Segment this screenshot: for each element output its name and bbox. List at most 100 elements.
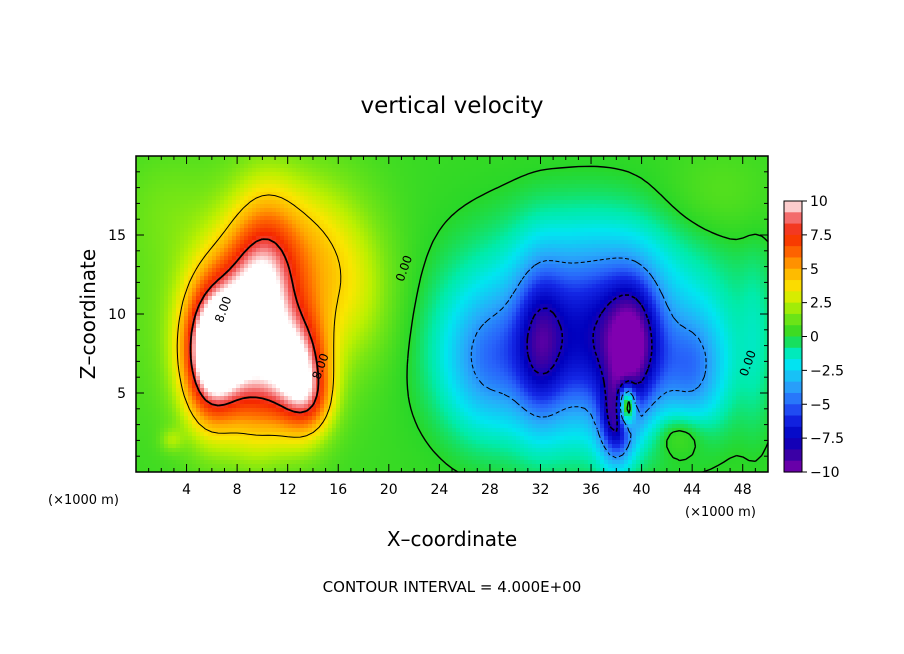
field-cell bbox=[272, 184, 277, 189]
field-cell bbox=[696, 196, 701, 201]
field-cell bbox=[580, 224, 585, 229]
field-cell bbox=[328, 172, 333, 177]
field-cell bbox=[420, 240, 425, 245]
field-cell bbox=[428, 264, 433, 269]
field-cell bbox=[692, 248, 697, 253]
field-cell bbox=[512, 220, 517, 225]
field-cell bbox=[396, 200, 401, 205]
field-cell bbox=[576, 244, 581, 249]
field-cell bbox=[312, 192, 317, 197]
field-cell bbox=[476, 268, 481, 273]
field-cell bbox=[416, 168, 421, 173]
field-cell bbox=[236, 168, 241, 173]
field-cell bbox=[256, 176, 261, 181]
field-cell bbox=[524, 228, 529, 233]
field-cell bbox=[552, 244, 557, 249]
field-cell bbox=[368, 180, 373, 185]
field-cell bbox=[200, 268, 205, 273]
field-cell bbox=[636, 184, 641, 189]
field-cell bbox=[364, 168, 369, 173]
field-cell bbox=[644, 196, 649, 201]
field-cell bbox=[436, 204, 441, 209]
field-cell bbox=[440, 180, 445, 185]
field-cell bbox=[628, 172, 633, 177]
field-cell bbox=[556, 212, 561, 217]
field-cell bbox=[412, 176, 417, 181]
field-cell bbox=[256, 164, 261, 169]
field-cell bbox=[604, 268, 609, 273]
field-cell bbox=[332, 228, 337, 233]
field-cell bbox=[712, 276, 717, 281]
field-cell bbox=[360, 188, 365, 193]
field-cell bbox=[652, 192, 657, 197]
field-cell bbox=[136, 232, 141, 237]
field-cell bbox=[216, 264, 221, 269]
field-cell bbox=[484, 156, 489, 161]
field-cell bbox=[364, 188, 369, 193]
field-cell bbox=[392, 156, 397, 161]
field-cell bbox=[356, 232, 361, 237]
field-cell bbox=[320, 276, 325, 281]
field-cell bbox=[548, 188, 553, 193]
field-cell bbox=[656, 228, 661, 233]
field-cell bbox=[344, 168, 349, 173]
field-cell bbox=[696, 172, 701, 177]
field-cell bbox=[412, 188, 417, 193]
field-cell bbox=[180, 212, 185, 217]
field-cell bbox=[596, 240, 601, 245]
field-cell bbox=[628, 188, 633, 193]
field-cell bbox=[420, 252, 425, 257]
field-cell bbox=[368, 280, 373, 285]
field-cell bbox=[556, 232, 561, 237]
field-cell bbox=[232, 208, 237, 213]
field-cell bbox=[396, 280, 401, 285]
field-cell bbox=[300, 204, 305, 209]
field-cell bbox=[708, 192, 713, 197]
field-cell bbox=[664, 200, 669, 205]
field-cell bbox=[444, 272, 449, 277]
field-cell bbox=[752, 276, 757, 281]
field-cell bbox=[352, 204, 357, 209]
field-cell bbox=[336, 184, 341, 189]
field-cell bbox=[276, 232, 281, 237]
field-cell bbox=[604, 200, 609, 205]
field-cell bbox=[240, 256, 245, 261]
field-cell bbox=[244, 180, 249, 185]
field-cell bbox=[200, 280, 205, 285]
field-cell bbox=[376, 260, 381, 265]
field-cell bbox=[456, 188, 461, 193]
field-cell bbox=[632, 180, 637, 185]
field-cell bbox=[192, 224, 197, 229]
field-cell bbox=[412, 192, 417, 197]
field-cell bbox=[200, 256, 205, 261]
field-cell bbox=[368, 244, 373, 249]
field-cell bbox=[592, 204, 597, 209]
field-cell bbox=[412, 240, 417, 245]
field-cell bbox=[620, 252, 625, 257]
field-cell bbox=[320, 264, 325, 269]
field-cell bbox=[560, 244, 565, 249]
field-cell bbox=[428, 208, 433, 213]
field-cell bbox=[372, 204, 377, 209]
field-cell bbox=[300, 268, 305, 273]
field-cell bbox=[512, 232, 517, 237]
field-cell bbox=[336, 232, 341, 237]
field-cell bbox=[272, 236, 277, 241]
field-cell bbox=[572, 212, 577, 217]
field-cell bbox=[348, 180, 353, 185]
field-cell bbox=[188, 268, 193, 273]
field-cell bbox=[520, 260, 525, 265]
field-cell bbox=[684, 156, 689, 161]
field-cell bbox=[300, 164, 305, 169]
field-cell bbox=[352, 184, 357, 189]
field-cell bbox=[688, 264, 693, 269]
field-cell bbox=[176, 240, 181, 245]
field-cell bbox=[360, 276, 365, 281]
field-cell bbox=[228, 216, 233, 221]
field-cell bbox=[164, 228, 169, 233]
field-cell bbox=[744, 176, 749, 181]
field-cell bbox=[432, 200, 437, 205]
field-cell bbox=[320, 184, 325, 189]
field-cell bbox=[312, 196, 317, 201]
field-cell bbox=[440, 192, 445, 197]
